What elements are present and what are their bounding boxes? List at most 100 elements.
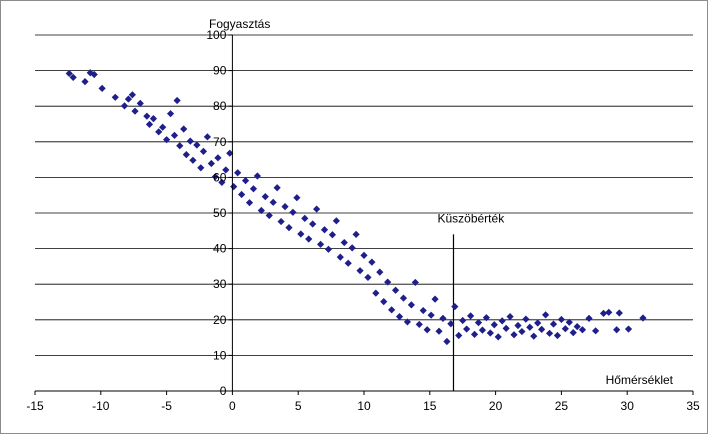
x-tick-label: 10 xyxy=(357,399,371,413)
data-point xyxy=(455,331,463,340)
data-point xyxy=(605,308,613,316)
data-point xyxy=(277,217,285,226)
data-point xyxy=(65,69,73,78)
data-point xyxy=(415,320,423,329)
y-tick-label: 0 xyxy=(220,384,227,398)
y-tick-label: 40 xyxy=(213,242,227,256)
data-point xyxy=(545,329,554,337)
data-point xyxy=(526,323,534,331)
data-point xyxy=(214,154,222,162)
data-point xyxy=(309,220,317,228)
data-point xyxy=(199,147,208,156)
y-tick-label: 90 xyxy=(213,64,227,78)
data-point xyxy=(565,318,573,326)
data-point xyxy=(69,73,77,81)
y-tick-label: 60 xyxy=(213,170,227,184)
data-point xyxy=(411,278,419,287)
y-tick-label: 50 xyxy=(213,206,227,220)
y-tick-label: 100 xyxy=(206,28,226,42)
data-point xyxy=(486,329,494,337)
data-point xyxy=(502,324,510,332)
data-point xyxy=(352,230,360,238)
data-point xyxy=(305,235,313,243)
data-point xyxy=(180,125,188,133)
data-point xyxy=(506,312,514,321)
data-point xyxy=(478,326,487,334)
data-point xyxy=(498,317,506,325)
x-tick-labels: -15 -10 -5 0 5 10 15 20 25 30 35 xyxy=(26,391,700,413)
data-point xyxy=(419,306,427,315)
data-point xyxy=(510,331,518,339)
data-point xyxy=(163,136,171,144)
y-tick-label: 30 xyxy=(213,277,227,291)
data-point xyxy=(155,128,163,136)
y-tick-label: 80 xyxy=(213,99,227,113)
y-tick-labels: 0 10 20 30 40 50 60 70 80 90 100 xyxy=(206,28,233,398)
data-point xyxy=(128,91,136,99)
data-points xyxy=(65,69,647,346)
threshold-annotation: Küszöbérték xyxy=(437,211,505,391)
data-point xyxy=(176,142,184,150)
data-point xyxy=(90,70,98,79)
threshold-label: Küszöbérték xyxy=(437,211,505,225)
data-point xyxy=(423,326,431,334)
data-point xyxy=(269,198,277,206)
y-tick-label: 10 xyxy=(213,348,227,362)
x-tick-label: 5 xyxy=(295,399,302,413)
data-point xyxy=(463,325,471,333)
data-point xyxy=(226,149,234,157)
data-point xyxy=(615,309,623,317)
data-point xyxy=(143,112,151,120)
data-point xyxy=(98,84,106,92)
data-point xyxy=(249,185,258,193)
data-point xyxy=(573,322,581,331)
data-point xyxy=(592,327,600,335)
data-point xyxy=(427,311,435,319)
data-point xyxy=(470,330,479,338)
data-point xyxy=(466,312,475,320)
data-point xyxy=(320,226,329,234)
data-point xyxy=(159,123,167,131)
data-point xyxy=(569,329,577,337)
data-point xyxy=(238,190,246,199)
data-point xyxy=(624,325,633,333)
data-point xyxy=(549,320,558,328)
x-tick-label: 0 xyxy=(229,399,236,413)
data-point xyxy=(372,289,380,297)
y-tick-label: 20 xyxy=(213,313,227,327)
data-point xyxy=(186,137,194,145)
data-point xyxy=(399,294,408,302)
data-point xyxy=(182,151,190,159)
data-point xyxy=(435,327,443,335)
x-tick-label: 20 xyxy=(489,399,503,413)
data-point xyxy=(281,202,289,211)
x-tick-label: 30 xyxy=(621,399,635,413)
data-point xyxy=(203,133,211,141)
data-point xyxy=(222,166,230,174)
data-point xyxy=(538,325,546,334)
data-point xyxy=(380,298,388,306)
data-point xyxy=(447,320,455,328)
data-point xyxy=(459,316,467,325)
data-point xyxy=(324,245,333,253)
data-point xyxy=(599,309,608,317)
data-point xyxy=(289,208,297,216)
data-point xyxy=(145,120,154,128)
data-point xyxy=(443,337,451,346)
x-tick-label: -10 xyxy=(92,399,110,413)
data-point xyxy=(136,99,144,107)
data-point xyxy=(218,178,226,186)
data-point xyxy=(293,194,301,202)
x-tick-label: 15 xyxy=(423,399,437,413)
data-point xyxy=(439,314,447,322)
data-point xyxy=(395,312,404,321)
x-axis-title: Hőmérséklet xyxy=(606,373,674,387)
data-point xyxy=(211,173,219,181)
data-point xyxy=(388,306,396,314)
data-point xyxy=(514,321,522,330)
x-tick-label: 35 xyxy=(686,399,700,413)
x-tick-label: -5 xyxy=(161,399,172,413)
data-point xyxy=(197,164,205,172)
data-point xyxy=(257,206,265,215)
